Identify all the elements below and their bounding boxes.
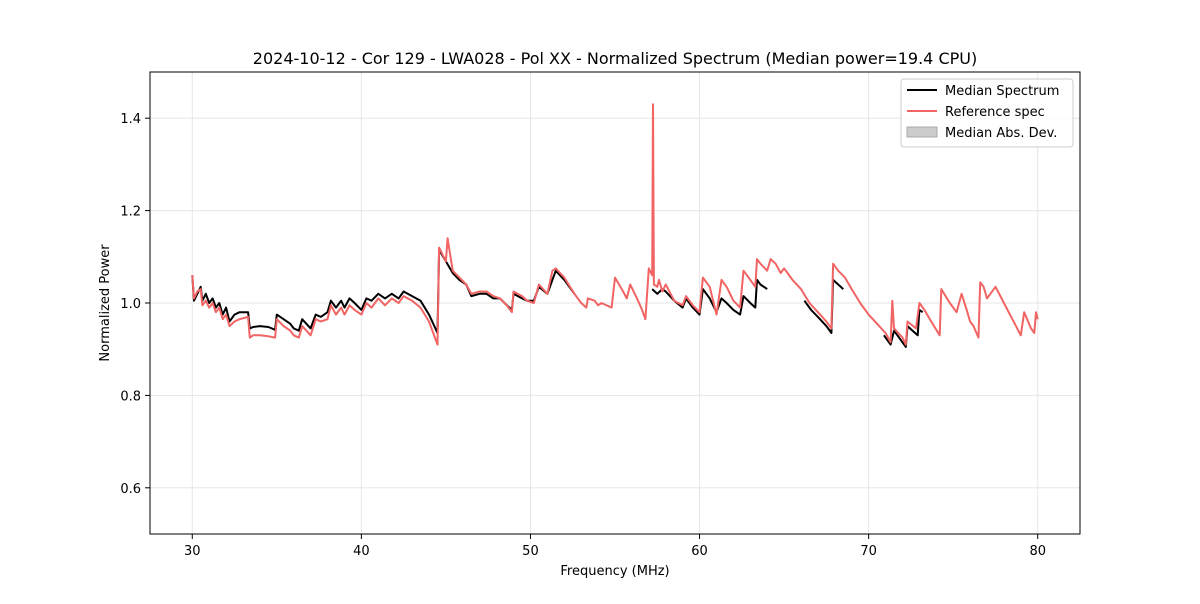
legend: Median Spectrum Reference spec Median Ab… [900,78,1074,148]
y-tick-label: 0.8 [120,389,141,404]
legend-median-label: Median Spectrum [945,84,1059,99]
y-tick-label: 0.6 [120,482,141,497]
legend-box [900,78,1074,148]
x-axis-label: Frequency (MHz) [560,564,669,579]
legend-reference-label: Reference spec [945,105,1045,120]
x-tick-label: 40 [353,544,370,559]
legend-mad-swatch [906,126,938,138]
x-tick-label: 50 [522,544,539,559]
reference-spectrum-line [191,103,1039,346]
plot-area [191,103,1039,348]
x-tick-label: 60 [691,544,708,559]
y-tick-label: 1.0 [120,297,141,312]
y-axis-label: Normalized Power [98,244,113,362]
axis-ticks: 30 40 50 60 70 80 0.6 0.8 1.0 1.2 1.4 [120,112,1046,559]
x-tick-label: 80 [1029,544,1046,559]
chart-title: 2024-10-12 - Cor 129 - LWA028 - Pol XX -… [253,49,977,68]
legend-mad-label: Median Abs. Dev. [945,126,1057,141]
y-tick-label: 1.4 [120,112,141,127]
median-spectrum-line [651,278,768,316]
median-spectrum-line [803,278,844,334]
x-tick-label: 70 [860,544,877,559]
x-tick-label: 30 [184,544,201,559]
y-tick-label: 1.2 [120,205,141,220]
